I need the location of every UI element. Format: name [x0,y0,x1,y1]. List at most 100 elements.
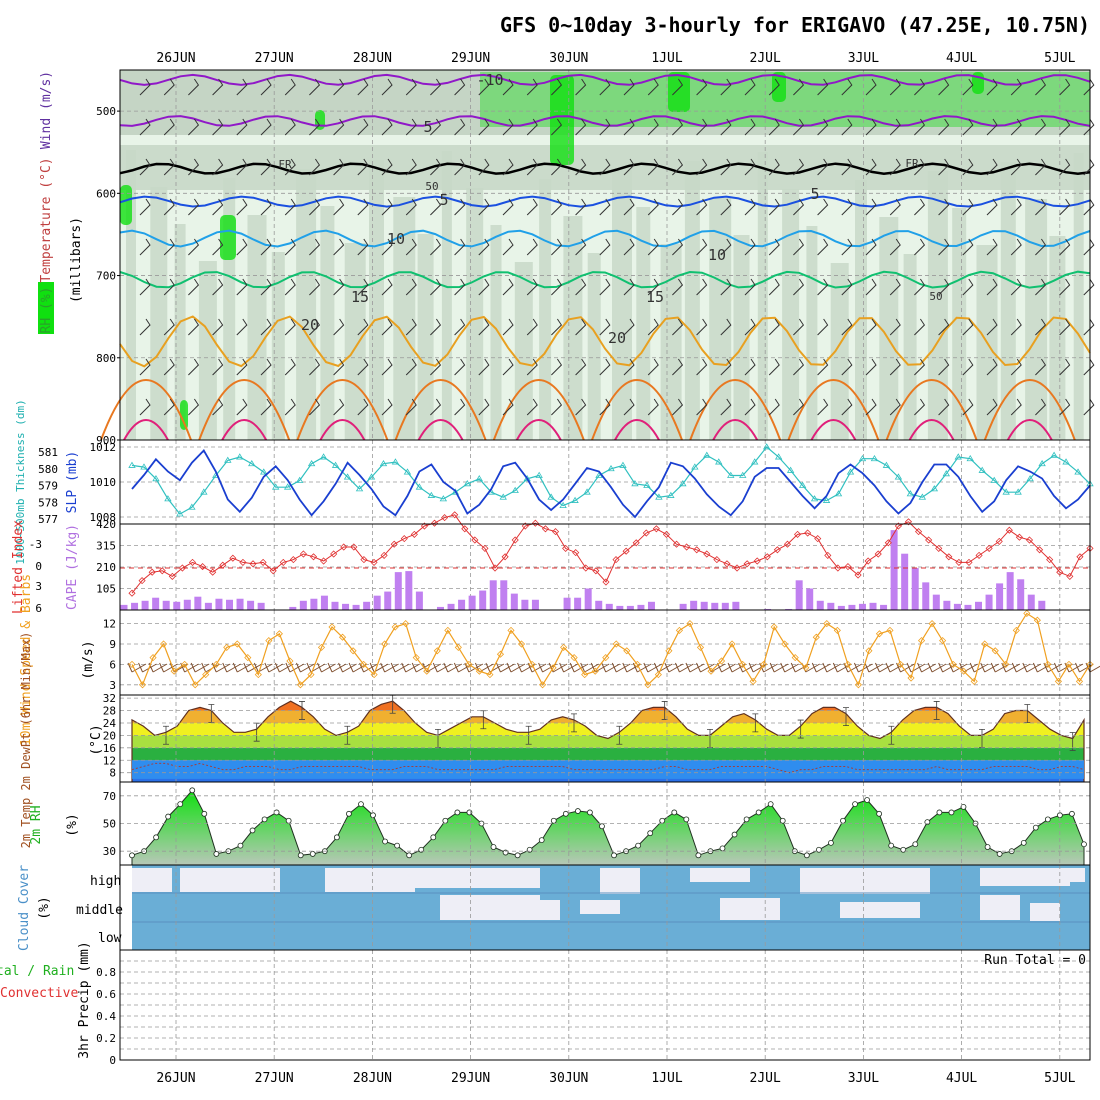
wind-barb [623,118,635,136]
cloud-clear-area [325,868,415,892]
wind-barb-10m [338,662,357,673]
wind-barb [938,358,950,376]
wind-barb [793,398,805,416]
rh-tick-label: 70 [103,790,116,803]
date-label-top: 30JUN [549,51,588,66]
rh-point [177,801,184,808]
cape-bar [975,601,983,610]
wind-barb [647,358,659,376]
lifted-index-point [370,558,378,566]
wind-speed-point [612,640,620,648]
wind-barb [454,238,466,256]
wind-speed-point [791,654,799,662]
chart-title: GFS 0~10day 3-hourly for ERIGAVO (47.25E… [500,13,1090,37]
wind-barb [841,158,853,176]
cape-bar [1038,600,1046,610]
wind-barb [1010,238,1022,256]
wind-barb [817,118,829,136]
lifted-index-point [945,553,953,561]
date-label-top: 28JUN [353,51,392,66]
wind-barb [454,398,466,416]
lifted-index-point [693,546,701,554]
wind-speed-point [707,667,715,675]
wind-speed-point [444,626,452,634]
date-label-bottom: 28JUN [353,1071,392,1086]
wind-barb [1059,318,1071,336]
rh-shade [369,160,384,440]
cape-bar [415,591,423,610]
wind-barb [502,358,514,376]
wind-barb [430,78,442,96]
lifted-index-point [935,544,943,552]
wind-barb [962,158,974,176]
wind-speed-point [770,623,778,631]
wind-barb-10m [1032,662,1052,673]
wind-speed-point [949,660,957,668]
cape-bar [616,605,624,610]
wind-barb [647,398,659,416]
wind-barb [333,238,345,256]
wind-speed-point [486,671,494,679]
thickness-point [535,471,543,478]
wind-barb [986,78,998,96]
wind-barb-10m [380,662,399,673]
rh-point [358,801,364,808]
cape-bar [700,601,708,610]
thickness-point [822,496,831,503]
temp-minmax-bar [208,704,215,723]
wind-barb [526,318,538,336]
cape-bar [626,605,634,610]
wind-barb [768,318,780,336]
wind-barb [914,78,926,96]
wind-barb [212,238,224,256]
thickness-point [200,488,208,495]
wind-barb [478,238,490,256]
rh-point [394,842,401,849]
wind-speed-point [265,637,273,645]
wind-unit-label: (m/s) [81,640,96,679]
lifted-index-line [131,514,1091,594]
wind-barb [914,318,926,336]
wind-speed-point [896,660,905,668]
wind-barb [986,398,998,416]
cape-bar [468,595,476,610]
rh-point [1044,816,1051,823]
cloud-clear-area [840,902,920,918]
lifted-index-point [209,568,217,576]
cape-bar [837,605,845,610]
wind-barb [1059,198,1071,216]
wind-barb [865,238,877,256]
rh-point [129,852,135,859]
cape-bar [225,599,233,610]
wind-barb [236,118,248,136]
thickness-point [379,459,388,467]
lifted-index-point [350,543,358,551]
wind-speed-point [181,660,189,668]
wind-barb [841,278,853,296]
wind-barb [236,278,248,296]
wind-barb [817,318,829,336]
wind-barb [212,318,224,336]
thickness-point [774,453,783,460]
wind-barb [1010,358,1022,376]
rh-point [647,830,654,837]
pressure-tick-label: 700 [96,270,116,283]
thickness-point [427,491,436,498]
wind-speed-point [591,667,599,675]
wind-barb [575,278,587,296]
rh-2m-plot: 30 50 70 [103,781,1091,866]
wind-barb [865,398,877,416]
cape-bar [405,571,413,610]
thickness-point [858,454,867,462]
wind-barb [744,358,756,376]
isotherm-line [492,379,585,441]
wind-barb [430,318,442,336]
wind-barb [623,78,635,96]
rh-point [213,851,220,857]
wind-barb [139,198,151,216]
cloud-clear-area [600,868,640,894]
thickness-point [343,473,352,480]
wind-side-label: Wind (m/s) [39,71,54,149]
wind-barb [309,158,321,176]
